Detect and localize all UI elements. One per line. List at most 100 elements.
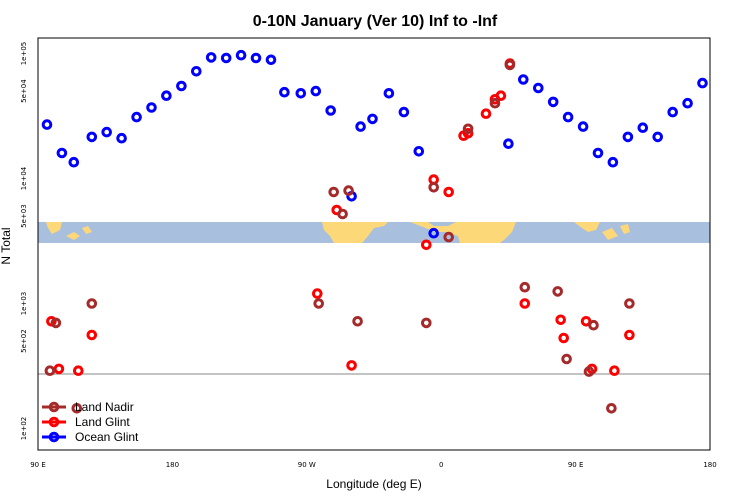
- point-land-nadir: [489, 97, 501, 109]
- point-ocean-glint: [547, 96, 559, 108]
- point-land-nadir: [443, 231, 455, 243]
- point-ocean-glint: [56, 147, 68, 159]
- point-land-nadir: [624, 298, 635, 309]
- point-ocean-glint: [176, 80, 187, 92]
- point-land-glint: [346, 360, 357, 371]
- point-ocean-glint: [116, 132, 127, 144]
- point-ocean-glint: [295, 88, 307, 99]
- y-axis: 1e+02 5e+02 1e+03 5e+03 1e+04 5e+04 1e+0…: [20, 42, 28, 441]
- y-axis-label: N Total: [0, 227, 13, 264]
- point-ocean-glint: [161, 90, 172, 101]
- point-land-glint: [443, 186, 455, 198]
- point-ocean-glint: [146, 102, 157, 113]
- point-ocean-glint: [101, 126, 112, 138]
- point-ocean-glint: [250, 52, 262, 64]
- point-ocean-glint: [191, 66, 202, 77]
- point-ocean-glint: [562, 111, 574, 123]
- point-ocean-glint: [413, 146, 425, 157]
- legend: Land Nadir Land Glint Ocean Glint: [42, 400, 139, 444]
- point-land-nadir: [352, 316, 363, 327]
- data-points: [41, 49, 708, 414]
- point-land-nadir: [71, 403, 83, 414]
- point-land-glint: [609, 365, 620, 377]
- point-ocean-glint: [667, 106, 679, 118]
- point-ocean-glint: [592, 147, 604, 159]
- point-ocean-glint: [220, 52, 232, 64]
- legend-entry-land-glint: Land Glint: [42, 415, 130, 429]
- point-land-glint: [421, 239, 432, 251]
- y-tick-label: 5e+03: [20, 204, 28, 228]
- map-land-southeast-asia: [46, 222, 92, 240]
- point-ocean-glint: [68, 156, 80, 168]
- chart-title: 0-10N January (Ver 10) Inf to -Inf: [253, 13, 498, 30]
- point-land-glint: [580, 316, 592, 327]
- point-land-nadir: [313, 298, 325, 309]
- point-land-glint: [519, 298, 531, 309]
- point-land-glint: [558, 332, 570, 344]
- point-ocean-glint: [398, 106, 410, 118]
- point-land-glint: [86, 329, 98, 341]
- y-tick-label: 5e+04: [20, 79, 28, 103]
- point-land-nadir: [583, 366, 595, 377]
- x-axis-label: Longitude (deg E): [326, 477, 421, 491]
- legend-entry-ocean-glint: Ocean Glint: [42, 430, 139, 444]
- point-land-nadir: [504, 59, 516, 71]
- point-land-nadir: [552, 286, 564, 297]
- point-land-nadir: [50, 317, 62, 329]
- map-land-africa: [410, 222, 516, 243]
- point-ocean-glint: [652, 131, 664, 143]
- point-land-nadir: [86, 298, 98, 309]
- point-ocean-glint: [265, 54, 277, 66]
- point-land-glint: [53, 363, 65, 375]
- x-tick-label: 90 E: [30, 461, 46, 469]
- point-ocean-glint: [518, 74, 529, 85]
- point-ocean-glint: [131, 111, 142, 123]
- point-ocean-glint: [637, 122, 649, 133]
- x-tick-label: 180: [703, 461, 716, 469]
- y-tick-label: 5e+02: [20, 329, 28, 353]
- map-ocean: [38, 222, 710, 243]
- point-land-glint: [73, 365, 84, 377]
- point-land-nadir: [328, 186, 340, 198]
- point-land-nadir: [588, 319, 599, 331]
- point-land-nadir: [337, 208, 348, 220]
- legend-label-land-nadir: Land Nadir: [75, 400, 134, 414]
- point-ocean-glint: [279, 86, 290, 98]
- legend-label-land-glint: Land Glint: [75, 415, 130, 429]
- point-land-nadir: [561, 353, 572, 365]
- point-ocean-glint: [86, 131, 98, 143]
- y-tick-label: 1e+02: [20, 417, 28, 441]
- map-land-southeast-asia-right: [574, 222, 630, 240]
- point-ocean-glint: [607, 156, 619, 168]
- point-land-nadir: [421, 317, 432, 329]
- point-ocean-glint: [428, 227, 440, 239]
- point-ocean-glint: [325, 105, 337, 116]
- point-ocean-glint: [577, 121, 589, 132]
- point-ocean-glint: [41, 119, 53, 130]
- point-land-nadir: [44, 365, 56, 377]
- x-axis: 90 E 180 90 W 0 90 E 180: [30, 461, 716, 469]
- point-land-nadir: [462, 123, 474, 135]
- legend-marker-ocean-glint: [48, 431, 60, 443]
- legend-marker-land-nadir: [48, 401, 60, 413]
- x-tick-label: 90 E: [568, 461, 584, 469]
- point-ocean-glint: [697, 77, 708, 89]
- point-land-nadir: [343, 185, 354, 196]
- point-ocean-glint: [503, 138, 514, 149]
- point-ocean-glint: [533, 82, 544, 94]
- point-land-glint: [462, 128, 474, 139]
- y-tick-label: 1e+04: [20, 166, 28, 190]
- legend-marker-land-glint: [48, 416, 60, 428]
- point-ocean-glint: [622, 131, 634, 143]
- legend-label-ocean-glint: Ocean Glint: [75, 430, 139, 444]
- point-land-nadir: [519, 281, 531, 293]
- legend-entry-land-nadir: Land Nadir: [42, 400, 134, 414]
- x-tick-label: 90 W: [298, 461, 316, 469]
- y-tick-label: 1e+05: [20, 42, 28, 66]
- point-ocean-glint: [383, 88, 395, 99]
- map-land-south-america: [322, 222, 388, 243]
- world-map-band: [38, 222, 710, 243]
- point-ocean-glint: [355, 121, 366, 132]
- x-tick-label: 180: [166, 461, 179, 469]
